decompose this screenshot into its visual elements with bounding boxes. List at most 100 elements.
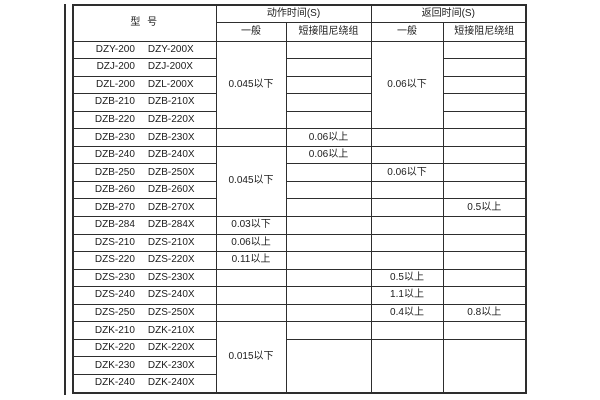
return-damping-cell — [442, 128, 527, 147]
action-damping-cell — [285, 198, 372, 217]
model-cell: DZB-210 DZB-210X — [72, 93, 217, 112]
model-name: DZB-270X — [147, 201, 195, 213]
model-name: DZB-250X — [147, 166, 195, 178]
model-name: DZB-210 — [94, 96, 135, 108]
return-damping-cell: 0.8以上 — [442, 303, 527, 323]
return-general-cell — [370, 321, 444, 340]
relay-timing-table: 型 号 动作时间(S) 返回时间(S) 一般 短接阻尼绕组 一般 短接阻尼绕组 … — [72, 4, 527, 394]
table-row: DZB-250 DZB-250X 0.06以下 — [72, 163, 527, 182]
model-name: DZS-250 — [94, 306, 135, 318]
model-name: DZK-210X — [147, 324, 195, 336]
return-damping-cell — [442, 321, 527, 340]
model-cell: DZY-200 DZY-200X — [72, 40, 217, 60]
return-damping-cell — [442, 40, 527, 60]
model-name: DZS-220 — [94, 254, 135, 266]
model-name: DZS-230X — [147, 271, 195, 283]
model-name: DZS-240X — [147, 289, 195, 301]
return-general-cell — [370, 233, 444, 253]
header-model: 型 号 — [72, 4, 217, 42]
action-damping-cell — [285, 40, 372, 60]
model-cell: DZK-240 DZK-240X — [72, 373, 217, 394]
return-general-cell — [370, 128, 444, 147]
model-cell: DZB-270 DZB-270X — [72, 198, 217, 217]
model-name: DZB-260X — [147, 184, 195, 196]
action-damping-cell — [285, 338, 372, 394]
model-name: DZB-230 — [94, 131, 135, 143]
model-name: DZS-210X — [147, 236, 195, 248]
table-row: DZK-240 DZK-240X — [72, 373, 526, 394]
model-name: DZB-210X — [147, 96, 195, 108]
table-row: DZB-210 DZB-210X — [72, 93, 527, 112]
model-name: DZJ-200X — [147, 61, 193, 73]
return-general-cell — [370, 251, 444, 270]
return-general-cell — [370, 180, 444, 200]
return-damping-cell: 0.5以上 — [442, 198, 527, 217]
return-general-cell — [370, 145, 444, 165]
header-row-groups: 型 号 动作时间(S) 返回时间(S) — [72, 4, 527, 42]
return-damping-cell — [442, 215, 527, 235]
model-cell: DZJ-200 DZJ-200X — [72, 58, 217, 77]
table-row: DZY-200 DZY-200X 0.045以下 0.06以下 — [72, 40, 527, 130]
table-outer-left-border — [64, 4, 66, 395]
return-damping-cell — [442, 58, 527, 77]
table-row: DZL-200 DZL-200X — [72, 75, 527, 95]
return-general-cell: 0.4以上 — [370, 303, 444, 323]
header-action-general: 一般 — [215, 21, 287, 42]
model-name: DZB-284 — [94, 219, 135, 231]
return-damping-cell — [442, 145, 527, 165]
model-name: DZK-230X — [147, 359, 195, 371]
return-damping-cell — [442, 286, 527, 305]
model-name: DZS-210 — [94, 236, 135, 248]
model-cell: DZB-284 DZB-284X — [72, 215, 217, 235]
model-cell: DZL-200 DZL-200X — [72, 75, 217, 95]
model-cell: DZB-230 DZB-230X — [72, 128, 217, 147]
action-damping-cell — [285, 75, 372, 95]
return-general-cell — [370, 338, 444, 394]
model-name: DZB-260 — [94, 184, 135, 196]
model-name: DZS-240 — [94, 289, 135, 301]
header-return-time: 返回时间(S) — [370, 4, 527, 23]
model-name: DZJ-200 — [96, 61, 135, 73]
table-row: DZK-230 DZK-230X — [72, 356, 526, 375]
return-damping-cell — [442, 163, 527, 182]
table-row: DZB-240 DZB-240X 0.045以下 0.06以上 — [72, 145, 527, 217]
return-general-cell: 0.5以上 — [370, 268, 444, 288]
table-row: DZS-250 DZS-250X 0.4以上 0.8以上 — [72, 303, 527, 323]
return-damping-cell — [442, 75, 527, 95]
action-general-cell — [215, 303, 287, 323]
return-damping-cell — [442, 268, 527, 288]
model-name: DZY-200X — [147, 43, 194, 55]
return-general-cell — [370, 198, 444, 217]
model-name: DZK-230 — [94, 359, 135, 371]
model-name: DZB-250 — [94, 166, 135, 178]
return-damping-cell — [442, 338, 527, 394]
return-damping-cell — [442, 110, 527, 130]
table-row: DZB-284 DZB-284X 0.03以下 — [72, 215, 527, 235]
action-damping-cell — [285, 110, 372, 130]
return-damping-cell — [442, 93, 527, 112]
action-damping-cell — [285, 303, 372, 323]
model-name: DZB-220 — [94, 113, 135, 125]
model-cell: DZB-250 DZB-250X — [72, 163, 217, 182]
header-return-general: 一般 — [370, 21, 444, 42]
model-cell: DZS-230 DZS-230X — [72, 268, 217, 288]
model-name: DZB-240X — [147, 149, 195, 161]
model-name: DZK-210 — [94, 324, 135, 336]
model-name: DZL-200X — [147, 78, 194, 90]
action-damping-cell — [285, 180, 372, 200]
action-general-cell: 0.045以下 — [215, 145, 287, 217]
model-name: DZB-284X — [147, 219, 195, 231]
return-general-cell — [370, 215, 444, 235]
table-row: DZK-220 DZK-220X — [72, 338, 527, 394]
return-general-cell: 1.1以上 — [370, 286, 444, 305]
action-general-cell: 0.06以上 — [215, 233, 287, 253]
table-row: DZS-210 DZS-210X 0.06以上 — [72, 233, 527, 253]
table-body: DZY-200 DZY-200X 0.045以下 0.06以下 DZJ-200 DZJ-2… — [72, 40, 527, 394]
model-cell: DZS-250 DZS-250X — [72, 303, 217, 323]
model-name: DZL-200 — [96, 78, 135, 90]
header-action-time: 动作时间(S) — [215, 4, 372, 23]
model-cell: DZB-260 DZB-260X — [72, 180, 217, 200]
model-name: DZB-230X — [147, 131, 195, 143]
table-row: DZS-230 DZS-230X 0.5以上 — [72, 268, 527, 288]
header-return-damping: 短接阻尼绕组 — [442, 21, 527, 42]
